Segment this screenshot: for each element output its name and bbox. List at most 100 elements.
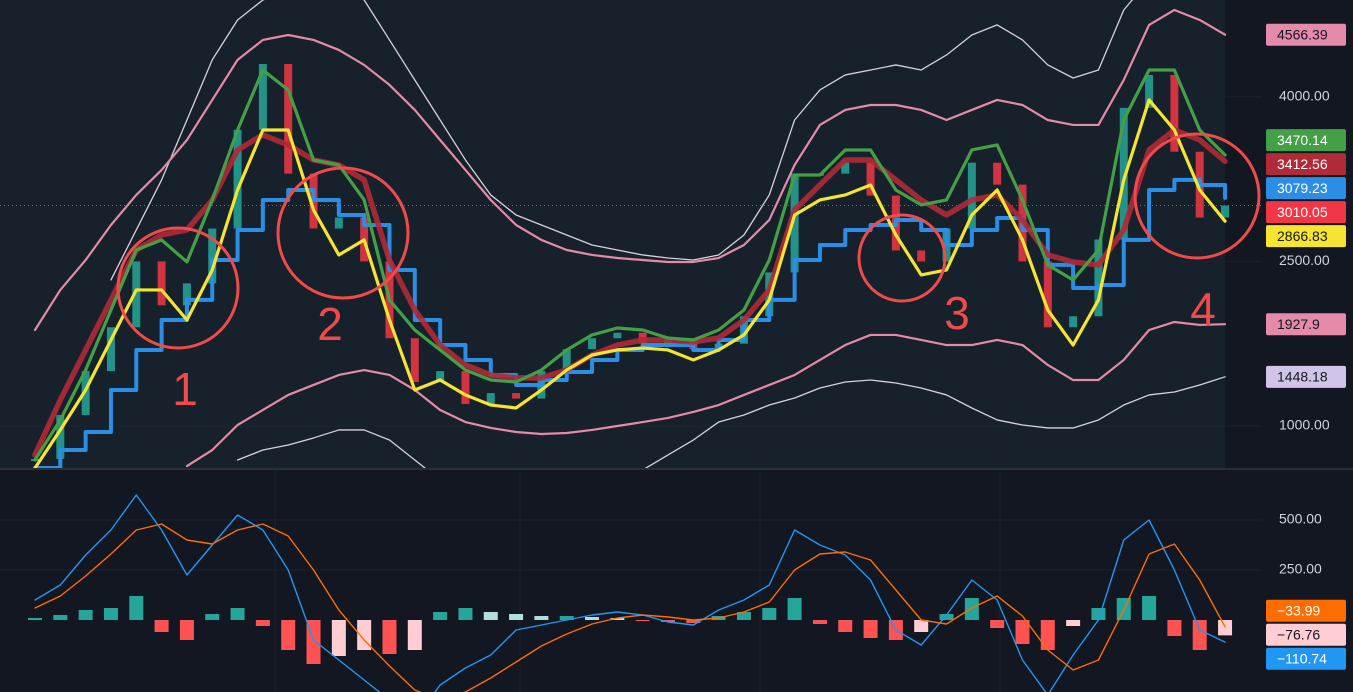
histogram-bar (483, 612, 498, 620)
candle (1221, 205, 1230, 218)
candle (1094, 239, 1103, 317)
annotation-circle (857, 213, 947, 303)
candle (917, 250, 926, 262)
annotation-label: 2 (317, 298, 343, 350)
candle (258, 63, 267, 130)
series-line (33, 8, 1227, 332)
annotation-circle (276, 166, 410, 300)
candle (866, 162, 875, 196)
histogram-bar (559, 616, 574, 620)
value-box (1266, 623, 1346, 646)
candle (790, 173, 799, 273)
histogram-bar (1015, 620, 1030, 644)
annotations (116, 132, 1261, 350)
histogram-bar (812, 620, 827, 624)
histogram-bar (509, 614, 524, 620)
histogram-bar (1167, 620, 1182, 636)
histogram-bar (939, 614, 954, 620)
histogram-bar (129, 596, 144, 620)
candle (334, 217, 343, 229)
series-line (185, 320, 1227, 468)
candle (1119, 107, 1128, 240)
value-box (1266, 225, 1346, 248)
candle (993, 162, 1002, 185)
candle (410, 338, 419, 383)
y-tick-label: 1000.00 (1279, 417, 1330, 433)
value-box-label: 3079.23 (1277, 180, 1328, 196)
series-line (33, 98, 1227, 468)
candle (967, 162, 976, 229)
macd-grid (0, 519, 1262, 571)
histogram-bar (154, 620, 169, 632)
histogram-bar (331, 620, 346, 656)
series-line (33, 68, 1227, 462)
value-box-label: 4566.39 (1277, 26, 1328, 42)
histogram-bar (1142, 596, 1157, 620)
series-line (110, 0, 1134, 281)
value-box (1266, 313, 1346, 336)
histogram-bar (458, 608, 473, 620)
candle (233, 129, 242, 229)
histogram-bar (433, 612, 448, 620)
candle (461, 371, 470, 405)
value-box (1266, 177, 1346, 200)
value-box-label: 2866.83 (1277, 228, 1328, 244)
value-box (1266, 129, 1346, 152)
candle (1043, 261, 1052, 328)
annotation-circle (1133, 132, 1261, 260)
candle (1145, 74, 1154, 108)
value-box (1266, 201, 1346, 224)
histogram-bar (78, 610, 93, 620)
candle (512, 393, 521, 399)
histogram-bar (103, 608, 118, 620)
value-box-label: −76.76 (1277, 626, 1320, 642)
histogram-bar (964, 598, 979, 620)
histogram-bar (28, 618, 42, 620)
annotation-circle (116, 226, 240, 350)
candle (436, 371, 445, 383)
candle (182, 283, 191, 306)
value-box (1266, 23, 1346, 46)
y-tick-label: 2500.00 (1279, 252, 1330, 268)
candle (486, 393, 495, 405)
value-box (1266, 647, 1346, 670)
candle (1170, 74, 1179, 152)
value-box-label: 3412.56 (1277, 156, 1328, 172)
vertical-grid (274, 0, 1001, 692)
histogram-bar (1192, 620, 1207, 650)
candle (106, 327, 115, 372)
histogram-bar (736, 612, 751, 620)
y-tick-label: 4000.00 (1279, 88, 1330, 104)
y-tick-label: 500.00 (1279, 511, 1322, 527)
histogram-bar (230, 608, 245, 620)
series-line (32, 127, 1228, 458)
value-box (1266, 153, 1346, 176)
histogram-bar (255, 620, 270, 626)
histogram-bar (610, 618, 625, 620)
candle (157, 261, 166, 306)
histogram-bar (357, 620, 372, 650)
candle (841, 162, 850, 174)
value-box (1266, 365, 1346, 388)
histogram-bar (585, 617, 600, 620)
histogram-bar (179, 620, 194, 640)
histogram-bar (1066, 620, 1081, 626)
candle (81, 371, 90, 416)
value-box (1266, 599, 1346, 622)
histogram-bar (838, 620, 853, 632)
value-box-label: 3010.05 (1277, 204, 1328, 220)
series-line (34, 494, 1226, 692)
candle (1069, 316, 1078, 328)
candle (284, 63, 293, 174)
histogram-bar (407, 620, 422, 650)
y-tick-label: 250.00 (1279, 561, 1322, 577)
value-box-label: −110.74 (1277, 650, 1327, 666)
candle (562, 349, 571, 372)
value-box-label: 3470.14 (1277, 132, 1328, 148)
histogram-bar (661, 620, 675, 622)
value-box-label: 1927.9 (1277, 316, 1320, 332)
annotation-label: 3 (944, 287, 970, 339)
histogram-bar (382, 620, 397, 654)
candle (208, 228, 217, 284)
series-line (236, 376, 1226, 468)
